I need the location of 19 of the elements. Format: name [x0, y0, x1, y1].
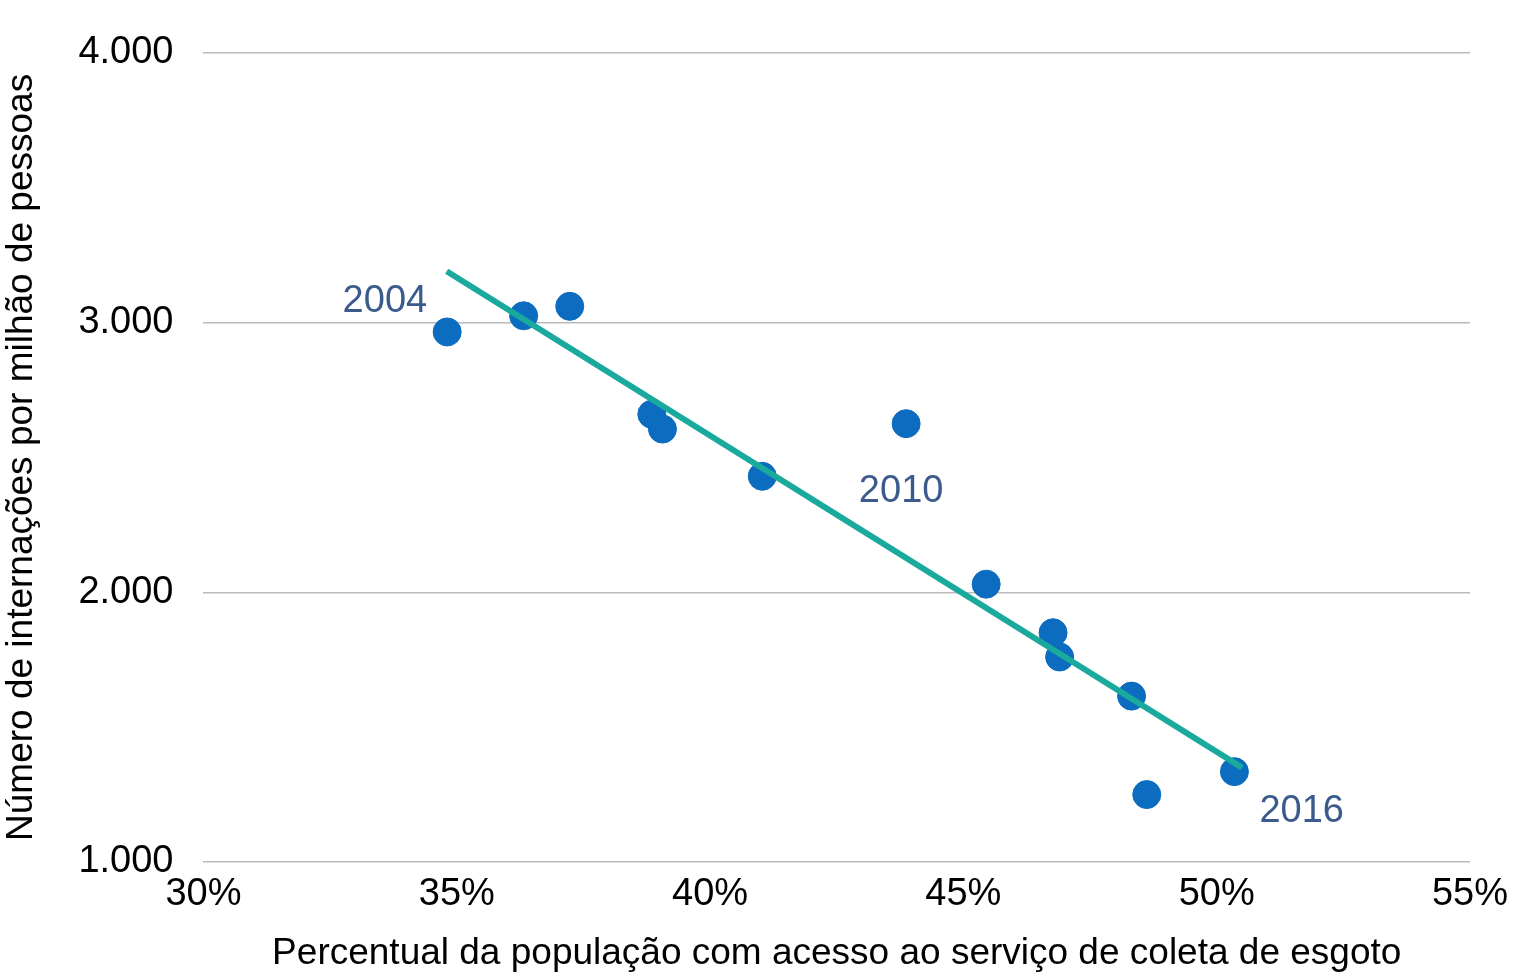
y-tick-label: 4.000 [78, 29, 174, 72]
x-tick-label: 35% [418, 871, 495, 914]
point [432, 317, 462, 347]
x-axis-title: Percentual da população com acesso ao serviço de coleta de esgoto [272, 931, 1402, 972]
x-tick-label: 45% [925, 871, 1002, 914]
annotation: 2010 [858, 468, 944, 511]
point [555, 291, 585, 321]
point [1132, 780, 1162, 810]
x-tick-label: 55% [1431, 871, 1508, 914]
annotation: 2016 [1259, 788, 1344, 831]
point [971, 569, 1001, 599]
point [891, 409, 921, 439]
x-tick-label: 40% [672, 871, 749, 914]
y-tick-label: 2.000 [78, 568, 174, 611]
y-axis-title: Número de internações por milhão de pessoas [0, 73, 41, 841]
annotation: 2004 [342, 278, 428, 321]
point [647, 414, 677, 444]
y-tick-label: 3.000 [78, 299, 174, 342]
x-tick-label: 50% [1178, 871, 1255, 914]
